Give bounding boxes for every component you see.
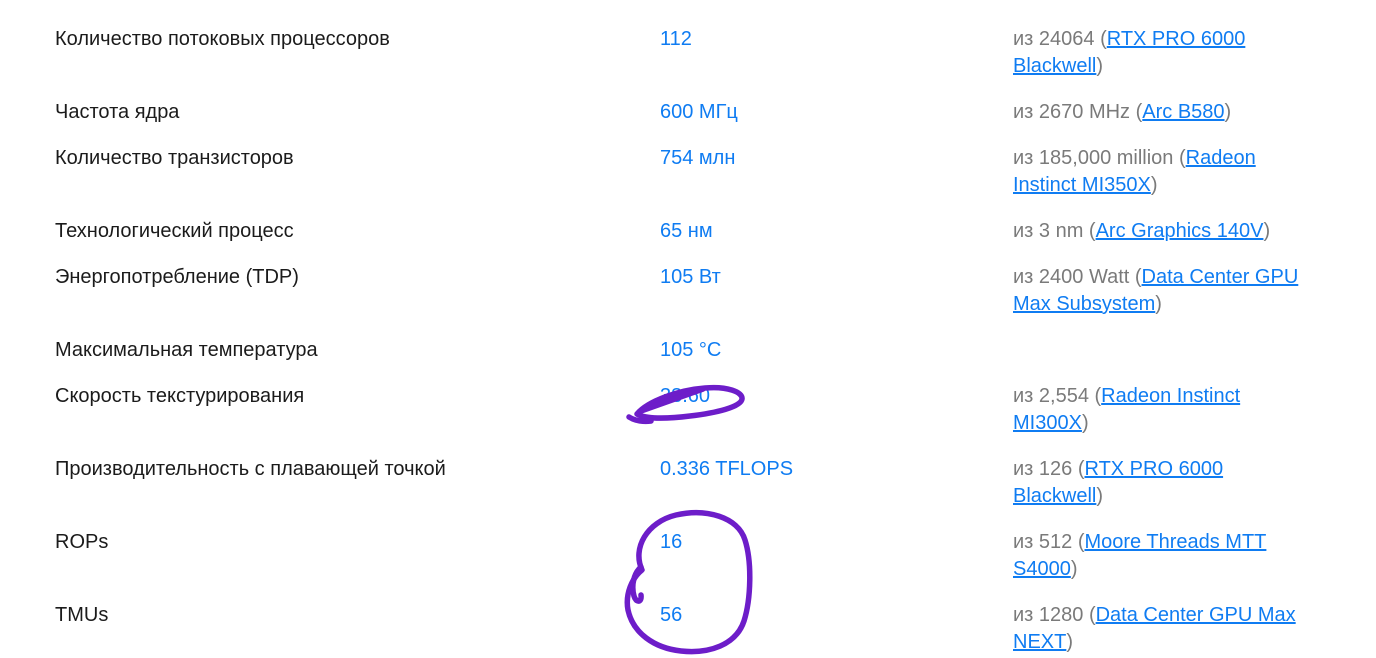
record-max-suffix: ) (1096, 55, 1104, 77)
record-max-suffix: ) (1224, 101, 1232, 123)
record-gpu-link[interactable]: Data Center GPU Max NEXT (1013, 604, 1296, 653)
spec-label: ROPs (55, 531, 109, 553)
spec-label: Количество потоковых процессоров (55, 28, 390, 50)
record-gpu-link[interactable]: RTX PRO 6000 Blackwell (1013, 28, 1246, 77)
spec-value: 0.336 TFLOPS (660, 458, 794, 480)
record-max-suffix: ) (1155, 293, 1162, 315)
spec-label: Технологический процесс (55, 220, 294, 242)
spec-label: TMUs (55, 604, 109, 626)
spec-row-0: Количество потоковых процессоров 112 из … (55, 26, 1355, 80)
spec-value: 112 (660, 28, 692, 50)
record-max-prefix: из 2670 MHz ( (1013, 101, 1143, 123)
spec-row-5: Максимальная температура 105 °C (55, 337, 1355, 364)
spec-record-holder: из 3 nm (Arc Graphics 140V) (1013, 218, 1303, 245)
spec-label: Количество транзисторов (55, 147, 294, 169)
record-gpu-link[interactable]: Radeon Instinct MI350X (1013, 147, 1256, 196)
record-max-prefix: из 3 nm ( (1013, 220, 1096, 242)
record-gpu-link[interactable]: RTX PRO 6000 Blackwell (1013, 458, 1224, 507)
record-max-suffix: ) (1096, 485, 1104, 507)
record-gpu-link[interactable]: Data Center GPU Max Subsystem (1013, 266, 1299, 315)
record-max-prefix: из 2400 Watt ( (1013, 266, 1142, 288)
record-max-suffix: ) (1066, 631, 1074, 653)
record-max-prefix: из 512 ( (1013, 531, 1085, 553)
record-max-prefix: из 126 ( (1013, 458, 1085, 480)
spec-row-3: Технологический процесс 65 нм из 3 nm (A… (55, 218, 1355, 245)
spec-label: Частота ядра (55, 101, 180, 123)
record-max-prefix: из 1280 ( (1013, 604, 1096, 626)
spec-label: Производительность с плавающей точкой (55, 458, 446, 480)
spec-row-8: ROPs 16 из 512 (Moore Threads MTT S4000) (55, 529, 1355, 583)
record-max-suffix: ) (1081, 412, 1089, 434)
spec-record-holder: из 2,554 (Radeon Instinct MI300X) (1013, 383, 1303, 437)
record-max-prefix: из 24064 ( (1013, 28, 1107, 50)
spec-value: 105 °C (660, 339, 722, 361)
spec-value: 105 Вт (660, 266, 721, 288)
record-gpu-link[interactable]: Moore Threads MTT S4000 (1013, 531, 1267, 580)
spec-value: 754 млн (660, 147, 736, 169)
spec-value: 56 (660, 604, 683, 626)
spec-value: 16 (660, 531, 683, 553)
spec-table: Количество потоковых процессоров 112 из … (55, 26, 1355, 658)
record-max-prefix: из 2,554 ( (1013, 385, 1102, 407)
spec-row-6: Скорость текстурирования 33.60 из 2,554 … (55, 383, 1355, 437)
spec-record-holder: из 185,000 million (Radeon Instinct MI35… (1013, 145, 1303, 199)
spec-label: Энергопотребление (TDP) (55, 266, 299, 288)
spec-label: Максимальная температура (55, 339, 318, 361)
spec-record-holder: из 512 (Moore Threads MTT S4000) (1013, 529, 1303, 583)
record-max-suffix: ) (1070, 558, 1078, 580)
spec-value: 65 нм (660, 220, 713, 242)
spec-row-9: TMUs 56 из 1280 (Data Center GPU Max NEX… (55, 602, 1355, 656)
spec-value: 33.60 (660, 385, 711, 407)
record-max-suffix: ) (1263, 220, 1271, 242)
spec-record-holder: из 2400 Watt (Data Center GPU Max Subsys… (1013, 264, 1303, 318)
spec-row-7: Производительность с плавающей точкой 0.… (55, 456, 1355, 510)
record-max-prefix: из 185,000 million ( (1013, 147, 1186, 169)
spec-record-holder: из 1280 (Data Center GPU Max NEXT) (1013, 602, 1303, 656)
spec-row-1: Частота ядра 600 МГц из 2670 MHz (Arc B5… (55, 99, 1355, 126)
spec-row-4: Энергопотребление (TDP) 105 Вт из 2400 W… (55, 264, 1355, 318)
spec-record-holder: из 126 (RTX PRO 6000 Blackwell) (1013, 456, 1303, 510)
spec-record-holder: из 24064 (RTX PRO 6000 Blackwell) (1013, 26, 1303, 80)
spec-row-2: Количество транзисторов 754 млн из 185,0… (55, 145, 1355, 199)
record-max-suffix: ) (1150, 174, 1158, 196)
record-gpu-link[interactable]: Arc B580 (1142, 101, 1225, 123)
spec-label: Скорость текстурирования (55, 385, 305, 407)
spec-record-holder: из 2670 MHz (Arc B580) (1013, 99, 1303, 126)
spec-value: 600 МГц (660, 101, 738, 123)
record-gpu-link[interactable]: Radeon Instinct MI300X (1013, 385, 1241, 434)
record-gpu-link[interactable]: Arc Graphics 140V (1095, 220, 1264, 242)
